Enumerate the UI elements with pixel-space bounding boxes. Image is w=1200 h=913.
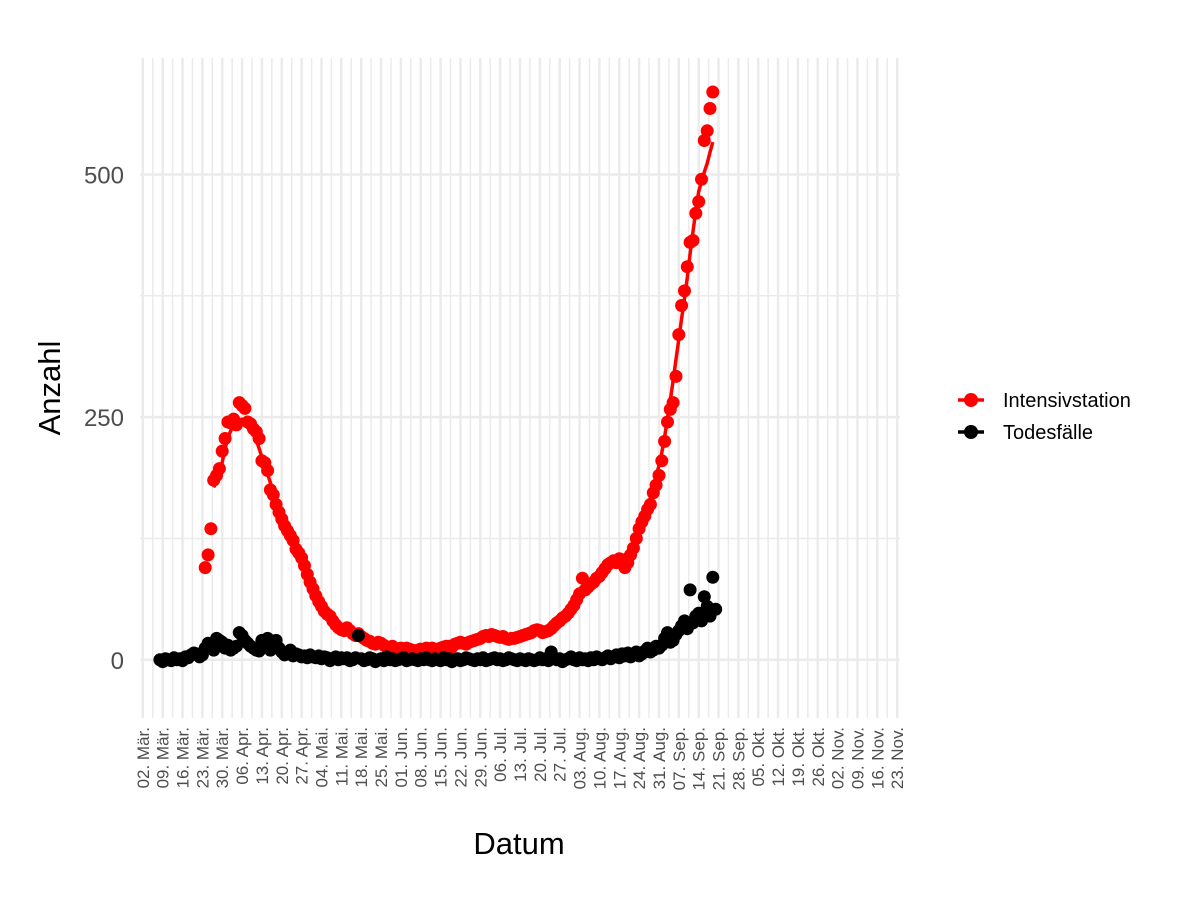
data-point-intensivstation xyxy=(229,418,243,432)
data-point-intensivstation xyxy=(655,454,669,468)
legend-key-point-todesfaelle xyxy=(964,425,978,439)
data-point-intensivstation xyxy=(238,401,252,415)
x-gridlines xyxy=(141,58,899,718)
x-tick-label: 08. Jun. xyxy=(412,727,431,788)
data-point-intensivstation xyxy=(201,548,215,562)
x-tick-label: 12. Okt. xyxy=(769,727,788,787)
x-tick-label: 30. Mär. xyxy=(213,727,232,788)
x-tick-label: 19. Okt. xyxy=(789,727,808,787)
x-tick-label: 04. Mai. xyxy=(312,727,331,787)
data-point-intensivstation xyxy=(252,432,266,445)
x-tick-label: 01. Jun. xyxy=(392,727,411,788)
legend-label-intensivstation: Intensivstation xyxy=(1003,390,1131,412)
legend-label-todesfaelle: Todesfälle xyxy=(1003,422,1093,444)
data-point-intensivstation xyxy=(678,284,691,298)
x-tick-label: 11. Mai. xyxy=(332,727,351,786)
x-tick-label: 28. Sep. xyxy=(729,727,748,790)
x-tick-label: 14. Sep. xyxy=(690,727,709,790)
data-point-todesfaelle xyxy=(207,643,221,657)
x-tick-label: 02. Nov. xyxy=(829,727,848,789)
x-tick-label: 25. Mai. xyxy=(372,727,391,787)
data-point-todesfaelle xyxy=(706,570,720,584)
x-tick-label: 06. Jul. xyxy=(491,727,510,782)
x-tick-label: 22. Jun. xyxy=(451,727,470,788)
x-tick-label: 18. Mai. xyxy=(352,727,371,787)
data-point-intensivstation xyxy=(212,462,226,476)
x-tick-label: 29. Jun. xyxy=(471,727,490,788)
x-tick-label: 26. Okt. xyxy=(809,727,828,787)
y-axis-title: Anzahl xyxy=(32,341,67,436)
x-tick-label: 09. Mär. xyxy=(154,727,173,788)
x-tick-label: 05. Okt. xyxy=(749,727,768,787)
x-tick-label: 06. Apr. xyxy=(233,727,252,785)
x-tick-labels: 02. Mär. 09. Mär. 16. Mär. 23. Mär. 30. Mär.… xyxy=(134,727,907,790)
data-point-intensivstation xyxy=(669,369,683,383)
x-tick-label: 27. Apr. xyxy=(293,727,312,785)
y-tick-label: 0 xyxy=(111,648,124,675)
legend-item-todesfaelle: Todesfälle xyxy=(958,422,1093,444)
data-point-intensivstation xyxy=(692,195,706,209)
data-point-intensivstation xyxy=(686,234,700,247)
x-tick-label: 20. Jul. xyxy=(531,727,550,782)
data-point-intensivstation xyxy=(218,432,232,445)
x-tick-label: 10. Aug. xyxy=(590,727,609,789)
x-axis-title: Datum xyxy=(473,826,564,861)
x-tick-label: 23. Mär. xyxy=(193,727,212,788)
x-tick-label: 17. Aug. xyxy=(610,727,629,789)
x-tick-label: 09. Nov. xyxy=(848,727,867,789)
data-point-intensivstation xyxy=(700,124,714,138)
data-point-intensivstation xyxy=(666,396,680,410)
data-point-intensivstation xyxy=(703,102,717,115)
data-point-intensivstation xyxy=(204,522,218,536)
data-point-todesfaelle xyxy=(709,602,723,616)
series-points xyxy=(153,85,723,669)
x-tick-label: 20. Apr. xyxy=(273,727,292,785)
x-tick-label: 23. Nov. xyxy=(888,727,907,789)
legend-key-point-intensivstation xyxy=(964,393,978,407)
data-point-intensivstation xyxy=(261,464,275,477)
data-point-intensivstation xyxy=(680,260,694,274)
legend: Intensivstation Todesfälle xyxy=(958,390,1131,444)
legend-item-intensivstation: Intensivstation xyxy=(958,390,1131,412)
x-tick-label: 03. Aug. xyxy=(571,727,590,789)
x-tick-label: 24. Aug. xyxy=(630,727,649,789)
x-tick-label: 13. Jul. xyxy=(511,727,530,782)
x-tick-label: 27. Jul. xyxy=(551,727,570,782)
y-tick-label: 250 xyxy=(84,405,124,432)
x-tick-label: 07. Sep. xyxy=(670,727,689,790)
x-tick-label: 31. Aug. xyxy=(650,727,669,789)
x-tick-label: 21. Sep. xyxy=(710,727,729,790)
data-point-intensivstation xyxy=(652,468,666,482)
data-point-intensivstation xyxy=(198,561,212,575)
y-tick-labels: 0 250 500 xyxy=(84,162,124,674)
data-point-intensivstation xyxy=(695,172,708,186)
data-point-todesfaelle xyxy=(351,629,365,642)
data-point-todesfaelle xyxy=(683,583,697,597)
y-tick-label: 500 xyxy=(84,162,124,189)
data-point-intensivstation xyxy=(643,498,657,511)
x-tick-label: 13. Apr. xyxy=(253,727,272,785)
data-point-intensivstation xyxy=(675,299,689,312)
data-point-intensivstation xyxy=(706,85,720,99)
x-tick-label: 16. Mär. xyxy=(174,727,193,788)
data-point-intensivstation xyxy=(672,328,686,342)
data-point-intensivstation xyxy=(215,444,229,458)
x-tick-label: 16. Nov. xyxy=(868,727,887,789)
x-tick-label: 15. Jun. xyxy=(432,727,451,788)
x-tick-label: 02. Mär. xyxy=(134,727,153,788)
data-point-intensivstation xyxy=(658,434,672,448)
data-point-intensivstation xyxy=(689,206,703,220)
data-point-intensivstation xyxy=(661,415,674,429)
